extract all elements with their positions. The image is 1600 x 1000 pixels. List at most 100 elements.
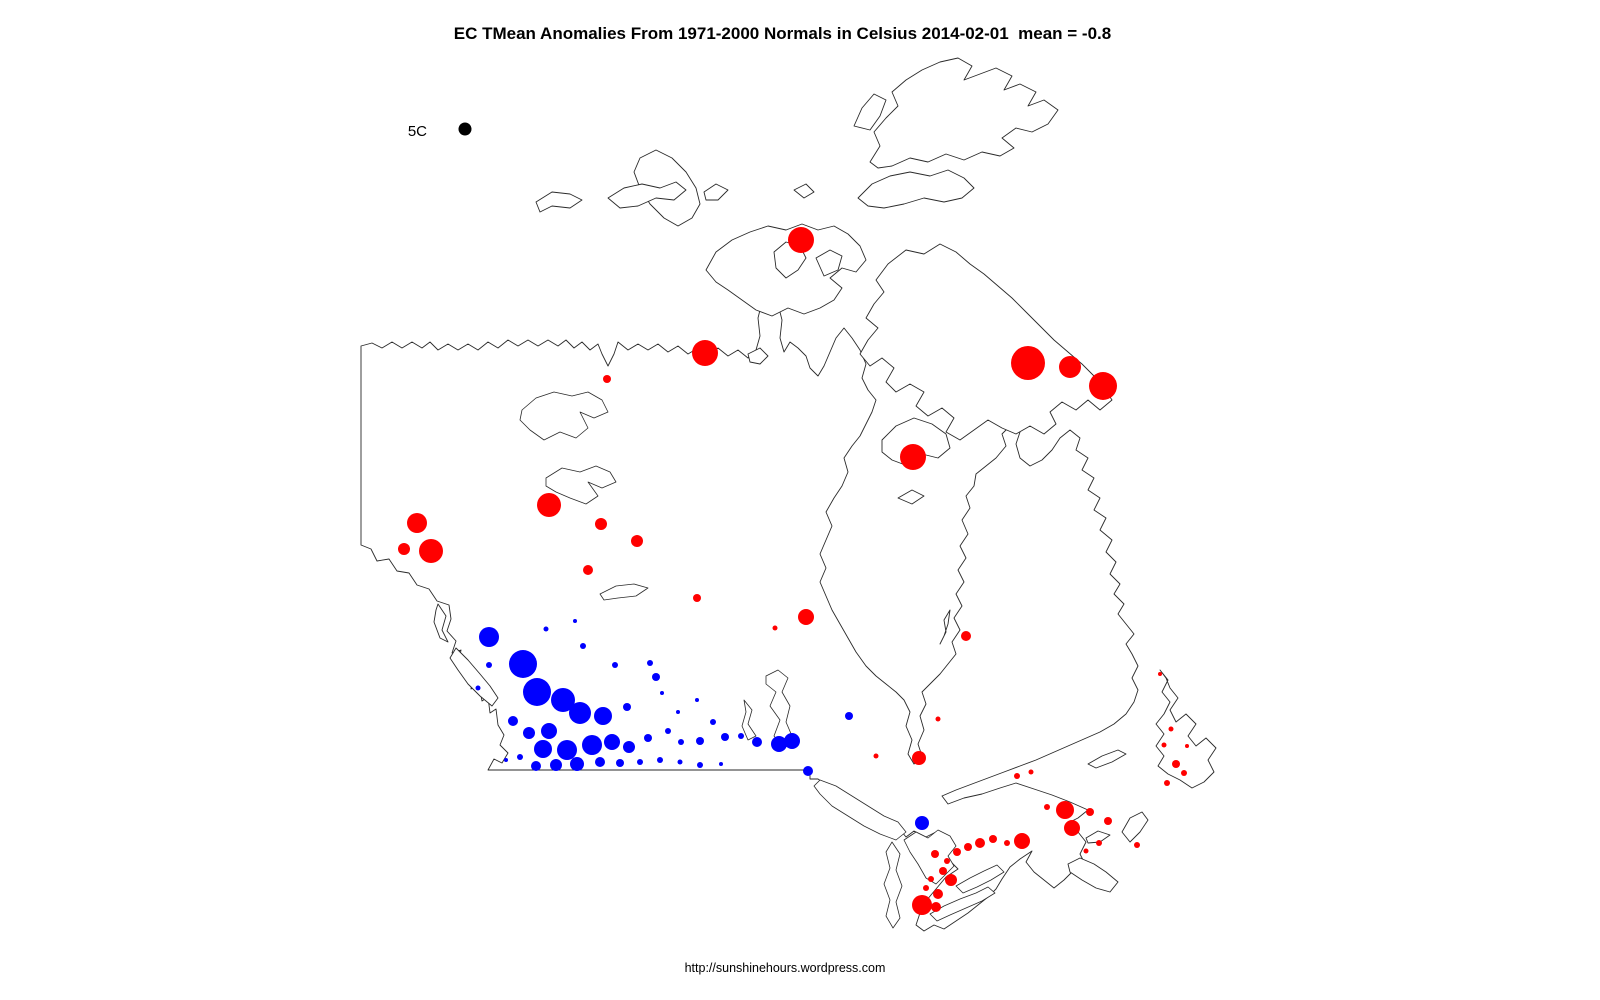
warm-anomaly-dot	[798, 609, 814, 625]
cold-anomaly-dot	[677, 759, 683, 765]
prince-patrick-island-outline	[535, 191, 583, 213]
devon-island-outline	[857, 169, 975, 209]
cold-anomaly-dot	[697, 762, 703, 768]
size-legend: 5C	[408, 122, 472, 140]
cold-anomaly-dot	[915, 816, 929, 830]
cold-anomaly-dot	[504, 758, 508, 762]
cold-anomaly-dot	[623, 703, 631, 711]
cold-anomaly-dot	[696, 737, 704, 745]
cold-anomaly-dot	[531, 761, 541, 771]
cold-anomaly-dot	[534, 740, 552, 758]
cold-anomaly-dot	[623, 741, 635, 753]
warm-anomaly-dot	[1172, 760, 1180, 768]
lake-athabasca-outline	[599, 583, 649, 601]
cold-anomaly-dot	[550, 759, 562, 771]
warm-anomaly-dot	[912, 895, 932, 915]
cold-anomaly-dot	[479, 627, 499, 647]
lake-winnipegosis-outline	[741, 699, 757, 741]
warm-anomaly-dot	[631, 535, 643, 547]
prince-edward-island-outline	[1085, 830, 1111, 844]
cold-anomaly-dot	[719, 762, 723, 766]
cold-anomaly-dot	[738, 733, 744, 739]
warm-anomaly-dot	[1096, 840, 1102, 846]
cold-anomaly-dot	[582, 735, 602, 755]
cold-anomaly-dot	[678, 739, 684, 745]
warm-anomaly-dot	[1014, 773, 1020, 779]
warm-anomaly-dot	[1134, 842, 1140, 848]
warm-anomaly-dot	[1158, 672, 1162, 676]
warm-anomaly-dot	[873, 753, 879, 759]
cold-anomaly-dot	[784, 733, 800, 749]
lake-ontario-outline	[955, 864, 1005, 894]
warm-anomaly-dot	[964, 843, 972, 851]
warm-anomaly-dot	[537, 493, 561, 517]
cold-anomaly-dot	[580, 643, 586, 649]
warm-anomaly-dot	[1104, 817, 1112, 825]
cold-anomaly-dot	[543, 626, 549, 632]
cold-anomaly-dot	[845, 712, 853, 720]
cold-anomaly-dot	[604, 734, 620, 750]
southampton-island-outline	[881, 417, 951, 467]
newfoundland-outline	[1155, 669, 1217, 789]
cornwallis-island-outline	[793, 183, 815, 199]
melville-island-outline	[607, 181, 687, 209]
warm-anomaly-dot	[928, 876, 934, 882]
warm-anomaly-dot	[923, 885, 929, 891]
warm-anomaly-dot	[1056, 801, 1074, 819]
cold-anomaly-dot	[541, 723, 557, 739]
warm-anomaly-dot	[583, 565, 593, 575]
warm-anomaly-dot	[1181, 770, 1187, 776]
warm-anomaly-dot	[931, 850, 939, 858]
cold-anomaly-dot	[595, 757, 605, 767]
cold-anomaly-dot	[647, 660, 653, 666]
warm-anomaly-dot	[1164, 780, 1170, 786]
cold-anomaly-dot	[594, 707, 612, 725]
warm-anomaly-dot	[935, 716, 941, 722]
lake-michigan-outline	[883, 841, 903, 929]
warm-anomaly-dot	[939, 867, 947, 875]
vancouver-island-outline	[449, 647, 499, 707]
cold-anomaly-dot	[665, 728, 671, 734]
cold-anomaly-dot	[570, 757, 584, 771]
cold-anomaly-dot	[612, 662, 618, 668]
warm-anomaly-dot	[603, 375, 611, 383]
cold-anomaly-dot	[710, 719, 716, 725]
warm-anomaly-dot	[595, 518, 607, 530]
warm-anomaly-dot	[961, 631, 971, 641]
warm-anomaly-dot	[1011, 346, 1045, 380]
warm-anomaly-dot	[1028, 769, 1034, 775]
cold-anomaly-dot	[486, 662, 492, 668]
warm-anomaly-dot	[1004, 840, 1010, 846]
cold-anomaly-dot	[644, 734, 652, 742]
cape-breton-outline	[1121, 811, 1149, 843]
coats-island-outline	[897, 489, 925, 505]
cold-anomaly-dot	[523, 727, 535, 739]
warm-anomaly-dot	[1014, 833, 1030, 849]
ellesmere-island-outline	[869, 57, 1059, 169]
warm-anomaly-dot	[933, 889, 943, 899]
cold-anomaly-dot	[657, 757, 663, 763]
lake-superior-outline	[813, 779, 907, 841]
cold-anomaly-dot	[517, 754, 523, 760]
warm-anomaly-dot	[1044, 804, 1050, 810]
warm-anomaly-dot	[931, 902, 941, 912]
cold-anomaly-dot	[551, 688, 575, 712]
warm-anomaly-dot	[912, 751, 926, 765]
cold-anomaly-dot	[803, 766, 813, 776]
warm-anomaly-dot	[900, 444, 926, 470]
warm-anomaly-dot	[1086, 808, 1094, 816]
warm-anomaly-dot	[772, 625, 778, 631]
great-bear-lake-outline	[519, 391, 609, 441]
king-william-island-outline	[747, 347, 769, 365]
cold-anomaly-dot	[573, 619, 577, 623]
mainland-outline	[360, 293, 1139, 932]
haida-gwaii-outline	[433, 603, 449, 643]
legend-dot	[458, 122, 472, 136]
cold-anomaly-dot	[523, 678, 551, 706]
warm-anomaly-dot	[1064, 820, 1080, 836]
source-url: http://sunshinehours.wordpress.com	[684, 961, 886, 975]
warm-anomaly-dot	[944, 858, 950, 864]
cold-anomaly-dot	[637, 759, 643, 765]
cold-anomaly-dot	[676, 710, 680, 714]
